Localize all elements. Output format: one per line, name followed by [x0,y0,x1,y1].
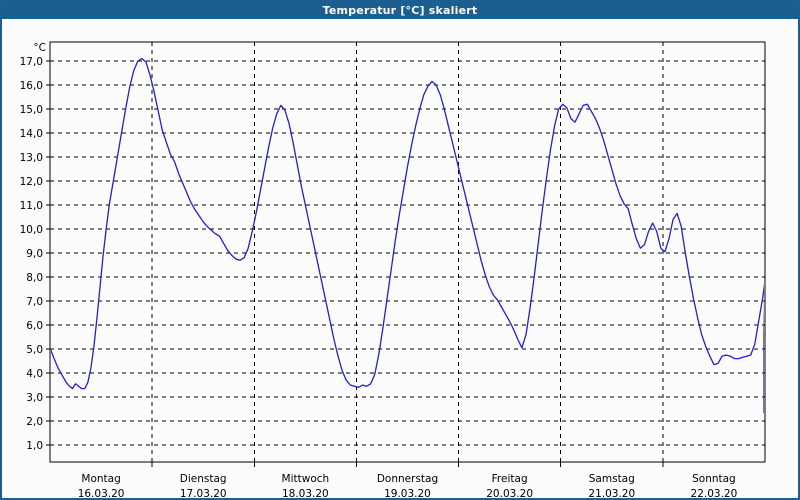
y-axis-tick-label: 12,0 [20,176,43,188]
x-axis-day-label: Freitag [492,473,528,485]
x-axis-tick-labels: Montag 16.03.20 Dienstag 17.03.20 Mittwoch 18… [78,473,738,498]
plot-axes-frame [49,41,766,463]
x-axis-date-label: 16.03.20 [78,488,125,498]
y-axis-tick-label: 2,0 [26,416,43,428]
y-axis-tick-label: 16,0 [20,80,43,92]
x-axis-date-label: 18.03.20 [282,488,329,498]
y-axis-tick-label: 10,0 [20,224,43,236]
chart-background [2,19,798,498]
x-axis-day-label: Donnerstag [377,473,438,485]
y-axis-tick-label: 15,0 [20,104,43,116]
x-axis-date-label: 20.03.20 [486,488,533,498]
x-axis-day-label: Sonntag [692,473,736,485]
plot-frame [49,41,766,463]
y-axis-tick-label: 5,0 [26,344,43,356]
x-axis-date-label: 21.03.20 [588,488,635,498]
y-axis-tick-label: 4,0 [26,368,43,380]
x-axis-day-label: Mittwoch [282,473,330,485]
x-axis-date-label: 22.03.20 [691,488,738,498]
chart-plot-area: 1,0 2,0 3,0 4,0 5,0 6,0 7,0 8,0 9,0 10,0 11,0 12,0 1… [2,19,798,498]
y-axis-tick-labels: 1,0 2,0 3,0 4,0 5,0 6,0 7,0 8,0 9,0 10,0 11,0 12,0 1… [20,56,43,452]
temperature-line-chart: 1,0 2,0 3,0 4,0 5,0 6,0 7,0 8,0 9,0 10,0 11,0 12,0 1… [2,19,798,498]
y-axis-tick-label: 9,0 [26,248,43,260]
x-axis-date-label: 19.03.20 [384,488,431,498]
x-axis-day-label: Dienstag [180,473,227,485]
y-axis-tick-label: 6,0 [26,320,43,332]
y-axis-unit-text: °C [33,42,46,54]
y-axis-unit-label: °C [33,42,46,54]
x-axis-date-label: 17.03.20 [180,488,227,498]
y-axis-tick-label: 13,0 [20,152,43,164]
y-axis-tick-label: 8,0 [26,272,43,284]
x-axis-day-label: Montag [81,473,120,485]
x-axis-tick-marks [151,462,664,467]
y-axis-tick-label: 11,0 [20,200,43,212]
horizontal-gridlines [46,60,765,446]
x-axis-day-label: Samstag [589,473,635,485]
temperature-series-line [51,57,764,414]
vertical-gridlines [151,42,664,462]
window-title-bar: Temperatur [°C] skaliert [2,2,798,19]
y-axis-tick-label: 17,0 [20,56,43,68]
y-axis-tick-label: 7,0 [26,296,43,308]
y-axis-tick-label: 14,0 [20,128,43,140]
y-axis-tick-label: 3,0 [26,392,43,404]
y-axis-tick-label: 1,0 [26,440,43,452]
temperature-line [51,57,764,414]
